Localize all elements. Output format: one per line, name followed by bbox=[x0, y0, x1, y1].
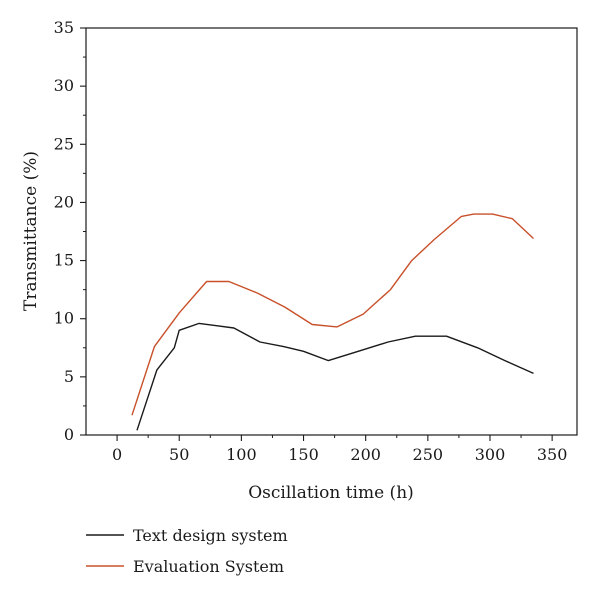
y-tick-label: 10 bbox=[54, 309, 74, 328]
y-tick-label: 30 bbox=[54, 76, 74, 95]
series-line-evaluation-system bbox=[131, 213, 534, 416]
y-tick-label: 25 bbox=[54, 134, 74, 153]
legend-label-text-design-system: Text design system bbox=[133, 526, 288, 545]
plot-area: 0 50 100 150 200 250 300 350 0 5 10 15 20 25 30 35 bbox=[54, 18, 578, 464]
x-tick-label: 200 bbox=[350, 445, 381, 464]
y-axis-title: Transmittance (%) bbox=[21, 151, 41, 311]
y-tick-label: 15 bbox=[54, 251, 74, 270]
x-tick-label: 300 bbox=[475, 445, 506, 464]
series-line-text-design-system bbox=[136, 322, 534, 431]
y-tick-label: 35 bbox=[54, 18, 74, 37]
y-tick-label: 5 bbox=[64, 367, 74, 386]
x-tick-label: 50 bbox=[169, 445, 189, 464]
x-tick-label: 0 bbox=[112, 445, 122, 464]
y-tick-label: 20 bbox=[54, 192, 74, 211]
x-tick-label: 100 bbox=[226, 445, 257, 464]
plot-frame bbox=[85, 27, 578, 436]
series-lines bbox=[131, 213, 534, 431]
legend: Text design system Evaluation System bbox=[86, 526, 288, 576]
y-tick-label: 0 bbox=[64, 425, 74, 444]
x-axis-title: Oscillation time (h) bbox=[248, 483, 414, 503]
x-tick-label: 150 bbox=[288, 445, 319, 464]
y-axis: 0 5 10 15 20 25 30 35 bbox=[54, 18, 86, 444]
x-axis: 0 50 100 150 200 250 300 350 bbox=[112, 435, 567, 464]
legend-label-evaluation-system: Evaluation System bbox=[133, 557, 284, 576]
x-tick-label: 350 bbox=[537, 445, 568, 464]
x-tick-label: 250 bbox=[413, 445, 444, 464]
